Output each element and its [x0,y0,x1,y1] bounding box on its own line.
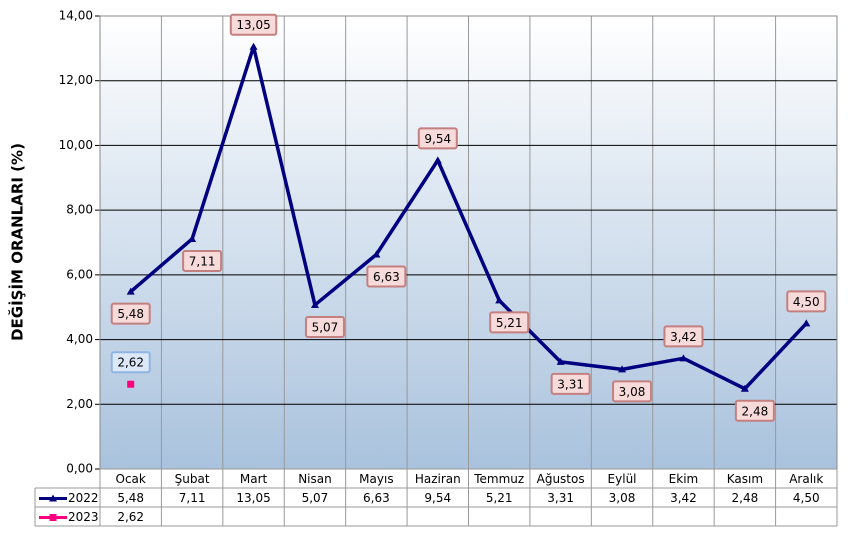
data-point [618,365,627,373]
legend-label: 2022 [68,491,99,505]
x-tick-label: Aralık [789,472,823,486]
data-label: 5,48 [117,307,144,321]
y-tick-label: 2,00 [66,397,93,411]
x-tick-label: Kasım [727,472,763,486]
y-tick-label: 6,00 [66,267,93,281]
table-value: 6,63 [363,491,390,505]
table-value: 3,08 [609,491,636,505]
data-label-box [229,13,278,36]
x-tick-label: Ocak [116,472,146,486]
legend-marker [49,514,57,521]
y-tick-label: 4,00 [66,332,93,346]
x-tick-label: Ekim [669,472,699,486]
data-label: 4,50 [793,295,820,309]
y-tick-label: 14,00 [59,9,93,23]
data-label-box [366,265,407,288]
data-label-box [663,325,704,348]
data-label-box [612,380,653,403]
data-label: 9,54 [424,132,451,146]
x-tick-label: Ağustos [537,472,585,486]
table-value: 5,48 [117,491,144,505]
y-axis-label: DEĞİŞİM ORANLARI (%) [8,143,27,341]
data-label: 5,21 [496,316,523,330]
data-point [556,357,565,365]
data-label: 2,62 [117,356,144,370]
data-label: 3,08 [619,385,646,399]
x-tick-label: Nisan [298,472,332,486]
table-value: 13,05 [236,491,270,505]
data-point [127,380,135,388]
x-tick-label: Mart [240,472,268,486]
table-value: 2,48 [732,491,759,505]
data-label-box [417,127,458,150]
table-value: 7,11 [179,491,206,505]
series-line [129,44,808,391]
data-point [372,250,381,258]
x-tick-label: Eylül [608,472,637,486]
x-tick-label: Şubat [175,472,210,486]
table-value: 5,07 [302,491,329,505]
data-label: 3,42 [670,330,697,344]
data-point [188,234,197,242]
data-point [679,354,688,362]
data-label: 5,07 [312,320,339,334]
data-label-box [304,315,345,338]
data-label: 6,63 [373,270,400,284]
table-value: 2,62 [117,510,144,524]
data-label-box [786,290,827,313]
table-value: 4,50 [793,491,820,505]
data-label: 2,48 [742,404,769,418]
data-label: 13,05 [236,18,270,32]
data-point [740,384,749,392]
table-value: 3,31 [547,491,574,505]
data-point [495,296,504,304]
data-label-box [110,351,151,374]
y-tick-label: 8,00 [66,203,93,217]
x-tick-label: Temmuz [473,472,524,486]
table-value: 9,54 [424,491,451,505]
data-point [802,319,811,327]
y-tick-label: 12,00 [59,73,93,87]
data-label-box [182,249,223,272]
data-label-box [550,372,591,395]
data-point [249,42,258,50]
x-tick-label: Mayıs [359,472,393,486]
legend-label: 2023 [68,510,99,524]
data-label-box [110,302,151,325]
table-value: 5,21 [486,491,513,505]
data-point [433,156,442,164]
data-point [126,287,135,295]
data-label-box [734,399,775,422]
data-table: Ocak Şubat Mart Nisan Mayıs Haziran Temmuz Ağus… [34,468,838,527]
data-label-box [489,311,530,334]
legend-marker [49,494,57,502]
data-point [310,300,319,308]
x-tick-label: Haziran [415,472,461,486]
y-tick-label: 0,00 [66,462,93,476]
y-tick-label: 10,00 [59,138,93,152]
data-label: 7,11 [189,254,216,268]
table-value: 3,42 [670,491,697,505]
data-label: 3,31 [557,377,584,391]
